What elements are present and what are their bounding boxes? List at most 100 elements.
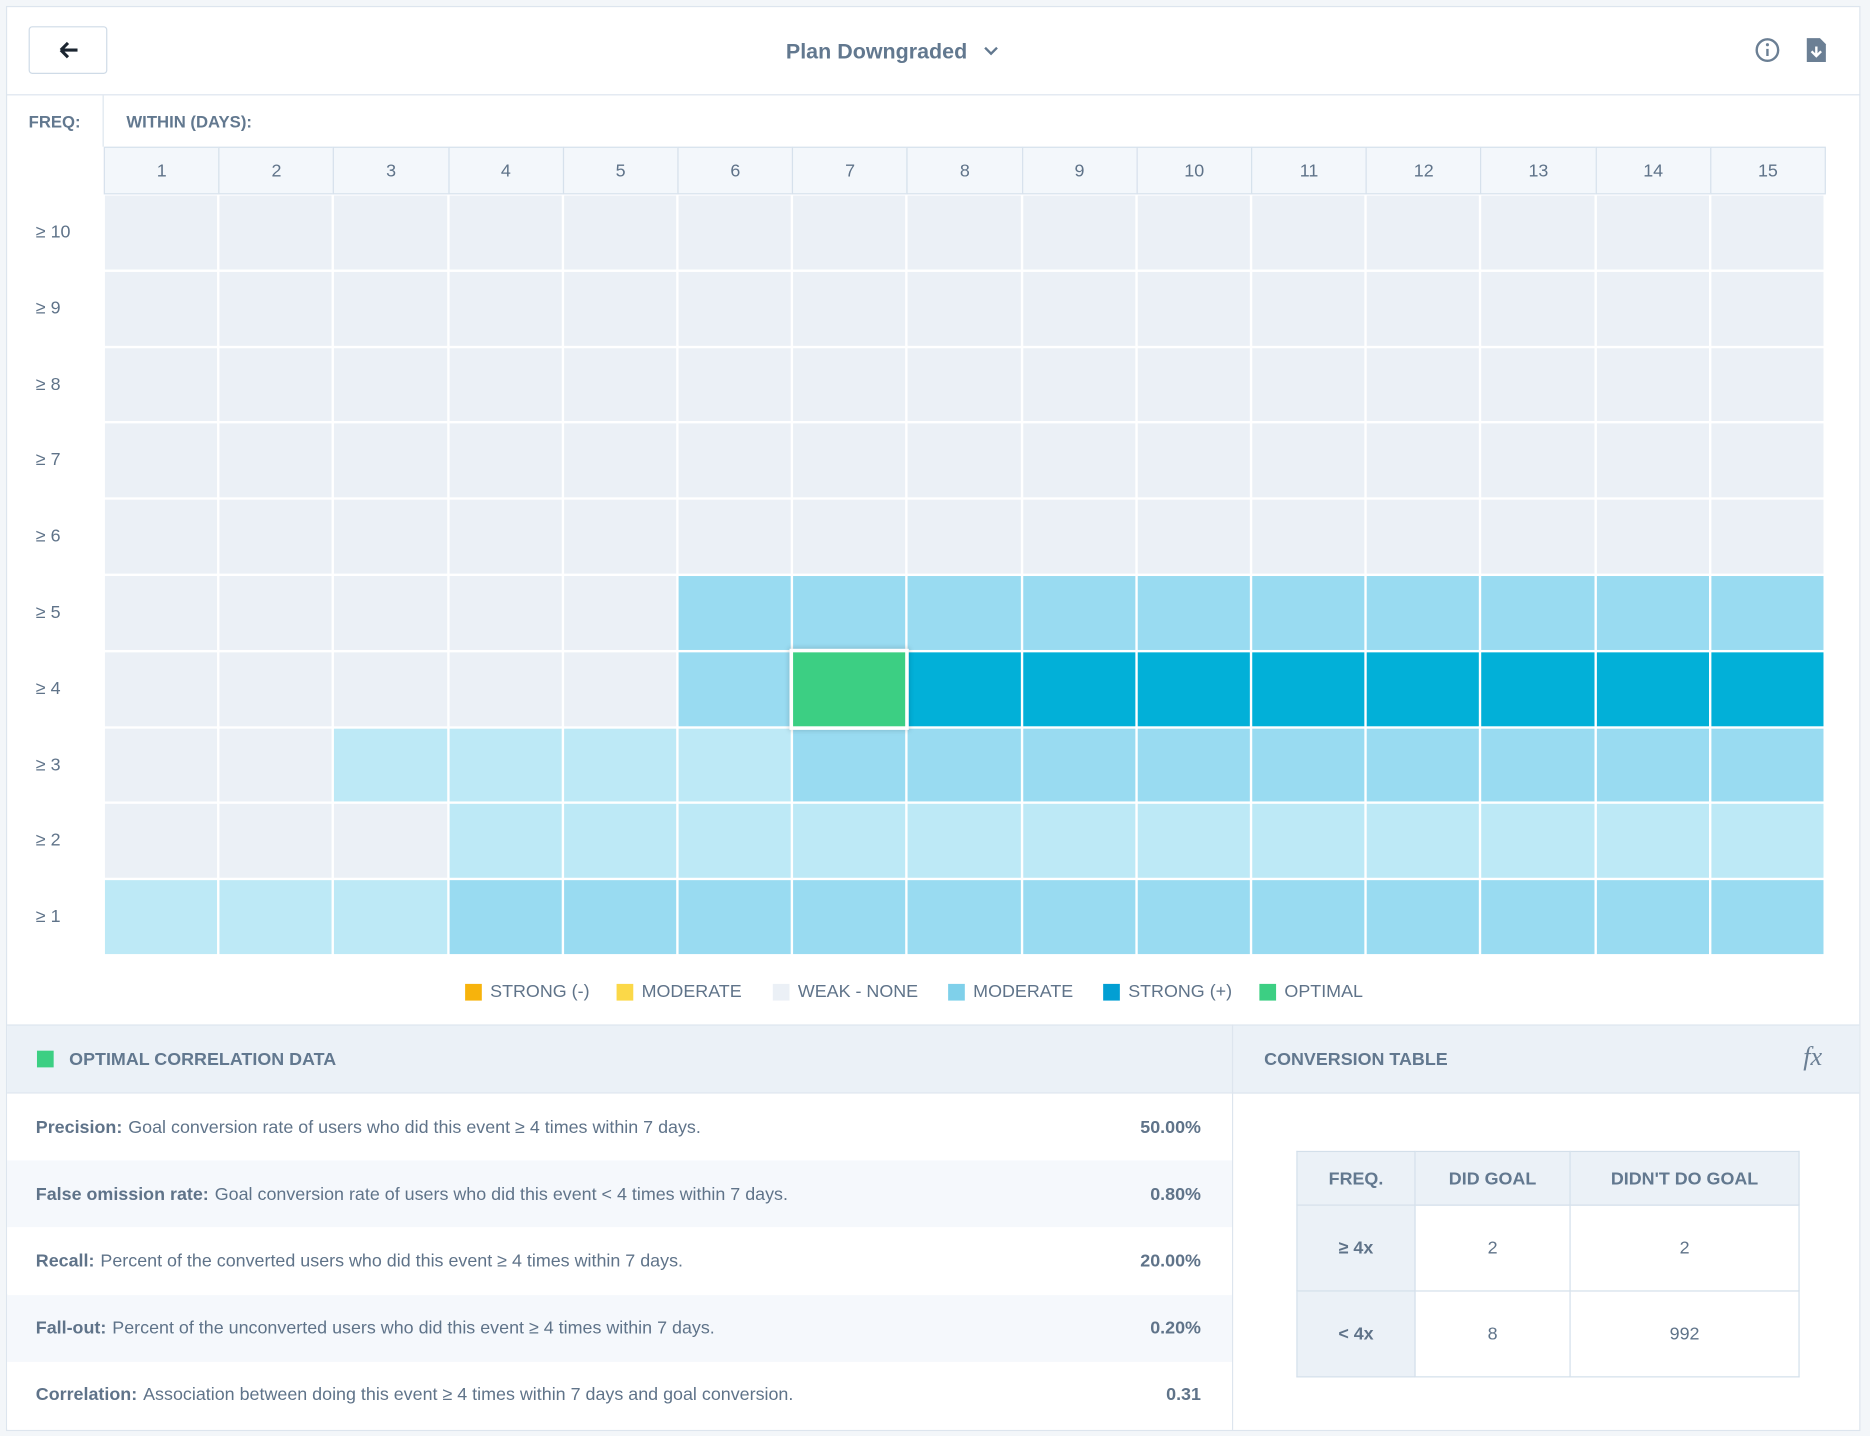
- cell[interactable]: [1366, 195, 1480, 270]
- cell[interactable]: [104, 271, 218, 346]
- cell[interactable]: [1366, 347, 1480, 422]
- cell[interactable]: [563, 652, 677, 726]
- cell[interactable]: [104, 880, 218, 955]
- cell[interactable]: [334, 423, 447, 498]
- cell[interactable]: [1252, 880, 1365, 955]
- cell[interactable]: [793, 804, 906, 878]
- cell[interactable]: [563, 347, 677, 422]
- cell[interactable]: [1481, 880, 1595, 955]
- cell[interactable]: [678, 271, 791, 346]
- cell[interactable]: [1022, 347, 1136, 422]
- cell[interactable]: [1022, 576, 1136, 650]
- cell[interactable]: [563, 576, 677, 650]
- cell[interactable]: [793, 347, 906, 422]
- cell[interactable]: [1596, 576, 1709, 650]
- cell[interactable]: [1137, 728, 1250, 802]
- cell[interactable]: [1596, 880, 1709, 955]
- cell[interactable]: [449, 271, 562, 346]
- cell[interactable]: [104, 804, 218, 878]
- cell[interactable]: [1711, 804, 1824, 878]
- cell[interactable]: [219, 880, 332, 955]
- cell[interactable]: [1137, 347, 1250, 422]
- cell[interactable]: [219, 499, 332, 574]
- cell[interactable]: [1596, 499, 1709, 574]
- cell[interactable]: [104, 499, 218, 574]
- cell[interactable]: [1022, 804, 1136, 878]
- cell[interactable]: [1137, 576, 1250, 650]
- cell[interactable]: [219, 576, 332, 650]
- cell[interactable]: [1481, 271, 1595, 346]
- cell[interactable]: [1481, 652, 1595, 726]
- cell[interactable]: [219, 652, 332, 726]
- cell[interactable]: [449, 576, 562, 650]
- cell[interactable]: [104, 195, 218, 270]
- cell[interactable]: [1252, 271, 1365, 346]
- cell[interactable]: [1252, 652, 1365, 726]
- cell[interactable]: [1022, 271, 1136, 346]
- cell[interactable]: [563, 804, 677, 878]
- cell[interactable]: [908, 804, 1021, 878]
- info-icon[interactable]: [1753, 36, 1782, 65]
- cell[interactable]: [908, 499, 1021, 574]
- cell[interactable]: [563, 728, 677, 802]
- cell[interactable]: [449, 195, 562, 270]
- cell[interactable]: [678, 804, 791, 878]
- cell[interactable]: [678, 880, 791, 955]
- cell[interactable]: [449, 652, 562, 726]
- cell[interactable]: [1366, 423, 1480, 498]
- cell[interactable]: [1137, 652, 1250, 726]
- cell[interactable]: [793, 728, 906, 802]
- cell[interactable]: [1137, 880, 1250, 955]
- cell[interactable]: [678, 195, 791, 270]
- cell[interactable]: [908, 652, 1021, 726]
- cell[interactable]: [1252, 804, 1365, 878]
- cell[interactable]: [1137, 499, 1250, 574]
- cell[interactable]: [1711, 271, 1824, 346]
- cell[interactable]: [1596, 804, 1709, 878]
- cell[interactable]: [219, 271, 332, 346]
- back-button[interactable]: [28, 26, 108, 74]
- formula-button[interactable]: fx: [1803, 1041, 1823, 1071]
- cell[interactable]: [908, 423, 1021, 498]
- cell[interactable]: [1481, 576, 1595, 650]
- cell[interactable]: [678, 499, 791, 574]
- event-dropdown[interactable]: Plan Downgraded: [716, 36, 1074, 67]
- cell[interactable]: [1711, 728, 1824, 802]
- cell[interactable]: [1711, 652, 1824, 726]
- cell[interactable]: [334, 271, 447, 346]
- cell[interactable]: [1022, 423, 1136, 498]
- cell[interactable]: [908, 347, 1021, 422]
- cell[interactable]: [334, 880, 447, 955]
- cell[interactable]: [1481, 347, 1595, 422]
- cell[interactable]: [1596, 271, 1709, 346]
- cell[interactable]: [104, 423, 218, 498]
- cell[interactable]: [1366, 499, 1480, 574]
- cell[interactable]: [219, 347, 332, 422]
- cell[interactable]: [1481, 728, 1595, 802]
- cell[interactable]: [1366, 728, 1480, 802]
- cell[interactable]: [334, 652, 447, 726]
- cell[interactable]: [563, 195, 677, 270]
- cell[interactable]: [1022, 728, 1136, 802]
- cell[interactable]: [1711, 347, 1824, 422]
- cell[interactable]: [1711, 576, 1824, 650]
- cell[interactable]: [793, 499, 906, 574]
- cell[interactable]: [793, 271, 906, 346]
- cell[interactable]: [793, 423, 906, 498]
- cell[interactable]: [449, 804, 562, 878]
- cell[interactable]: [1481, 195, 1595, 270]
- cell[interactable]: [449, 347, 562, 422]
- cell[interactable]: [1252, 576, 1365, 650]
- cell[interactable]: [219, 195, 332, 270]
- cell[interactable]: [793, 195, 906, 270]
- cell[interactable]: [678, 728, 791, 802]
- cell[interactable]: [1596, 347, 1709, 422]
- cell[interactable]: [678, 347, 791, 422]
- cell[interactable]: [219, 804, 332, 878]
- cell[interactable]: [449, 880, 562, 955]
- cell[interactable]: [1022, 499, 1136, 574]
- cell[interactable]: [908, 576, 1021, 650]
- cell[interactable]: [334, 499, 447, 574]
- cell[interactable]: [1366, 880, 1480, 955]
- cell[interactable]: [908, 728, 1021, 802]
